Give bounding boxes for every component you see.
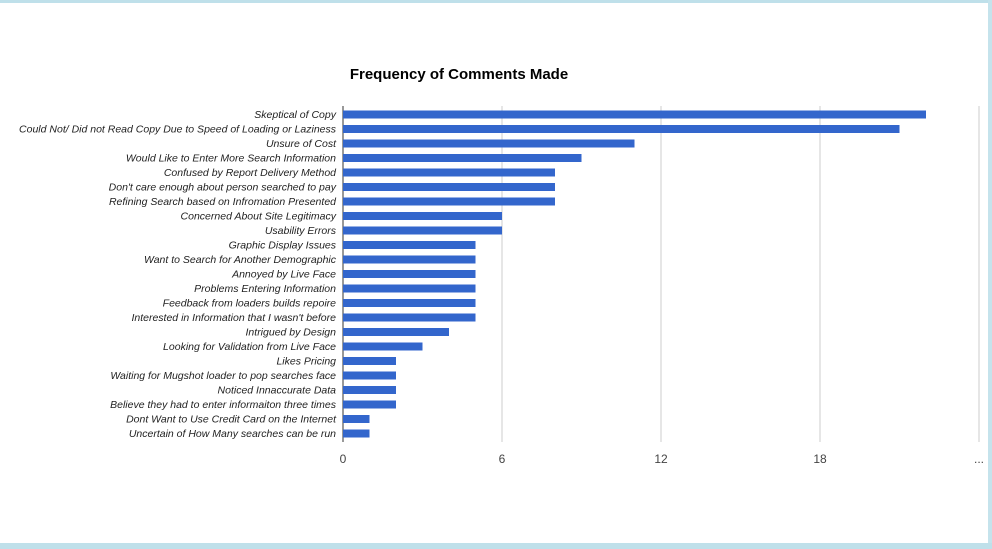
bar xyxy=(343,241,476,249)
category-label: Feedback from loaders builds repoire xyxy=(163,298,336,310)
bar xyxy=(343,342,423,351)
category-label: Usability Errors xyxy=(265,225,337,237)
bar xyxy=(343,415,370,423)
category-label: Believe they had to enter informaiton th… xyxy=(110,399,337,411)
bar xyxy=(343,313,476,322)
window-frame-bottom xyxy=(0,543,992,549)
bar xyxy=(343,328,449,336)
category-label: Likes Pricing xyxy=(276,356,336,368)
x-tick-label: 0 xyxy=(340,452,347,466)
bar xyxy=(343,226,502,235)
x-tick-label: 12 xyxy=(654,452,668,466)
bar xyxy=(343,197,555,206)
category-label: Skeptical of Copy xyxy=(254,109,336,121)
bar xyxy=(343,400,396,409)
category-label: Confused by Report Delivery Method xyxy=(164,167,337,179)
category-label: Uncertain of How Many searches can be ru… xyxy=(129,428,336,440)
category-label: Refining Search based on Infromation Pre… xyxy=(109,196,337,208)
bar xyxy=(343,212,502,220)
category-label: Want to Search for Another Demographic xyxy=(144,254,337,266)
bar xyxy=(343,386,396,394)
category-label: Could Not/ Did not Read Copy Due to Spee… xyxy=(19,124,337,136)
category-label: Intrigued by Design xyxy=(246,327,337,339)
category-label: Graphic Display Issues xyxy=(229,240,337,252)
category-label: Waiting for Mugshot loader to pop search… xyxy=(110,370,336,382)
bar xyxy=(343,371,396,380)
window-frame-top xyxy=(0,0,992,3)
bar xyxy=(343,299,476,307)
category-label: Noticed Innaccurate Data xyxy=(218,385,337,397)
category-label: Dont Want to Use Credit Card on the Inte… xyxy=(126,414,337,426)
category-label: Looking for Validation from Live Face xyxy=(163,341,336,353)
bar xyxy=(343,270,476,278)
window-frame-right xyxy=(988,0,992,549)
bar xyxy=(343,125,900,133)
category-label: Interested in Information that I wasn't … xyxy=(131,312,336,324)
bar xyxy=(343,429,370,438)
category-label: Unsure of Cost xyxy=(266,138,337,150)
x-tick-label: ... xyxy=(974,452,984,466)
bar xyxy=(343,284,476,293)
category-label: Don't care enough about person searched … xyxy=(109,182,337,194)
chart-title: Frequency of Comments Made xyxy=(349,66,569,83)
category-label: Would Like to Enter More Search Informat… xyxy=(126,153,336,165)
bar xyxy=(343,154,582,162)
bar xyxy=(343,139,635,148)
x-tick-label: 18 xyxy=(813,452,827,466)
category-label: Annoyed by Live Face xyxy=(231,269,336,281)
bar xyxy=(343,255,476,264)
bar xyxy=(343,110,926,119)
bar xyxy=(343,183,555,191)
bar xyxy=(343,357,396,365)
category-label: Concerned About Site Legitimacy xyxy=(181,211,337,223)
category-label: Problems Entering Information xyxy=(194,283,336,295)
x-tick-label: 6 xyxy=(499,452,506,466)
bar xyxy=(343,168,555,177)
